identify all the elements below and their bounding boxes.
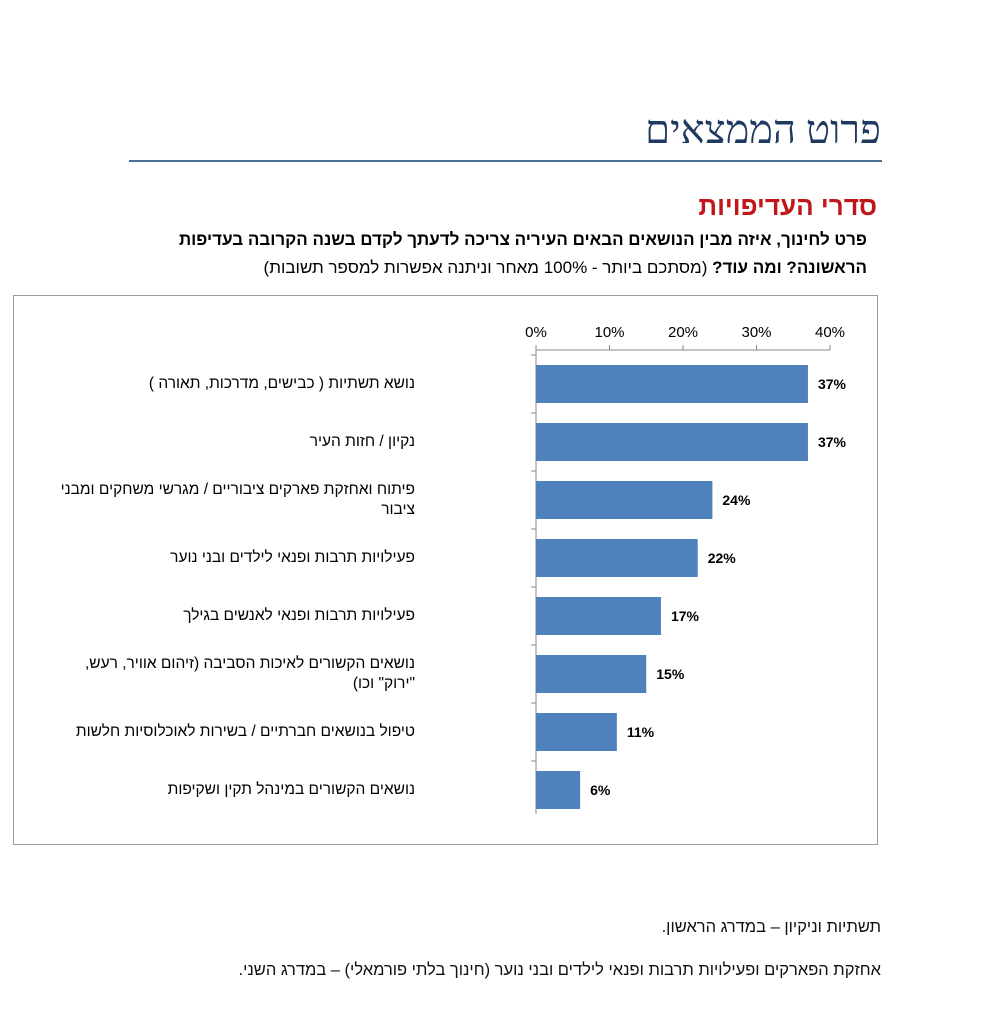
- section-heading: סדרי העדיפויות: [698, 191, 877, 221]
- x-tick-label: 10%: [594, 324, 624, 341]
- category-label: נושאים הקשורים לאיכות הסביבה (זיהום אווי…: [84, 655, 415, 692]
- bar: [536, 597, 661, 635]
- data-label: 15%: [656, 666, 685, 682]
- question-text-line2: הראשונה? ומה עוד? (מסתכם ביותר - 100% מא…: [264, 258, 867, 278]
- x-tick-label: 20%: [668, 324, 698, 341]
- data-label: 17%: [671, 608, 700, 624]
- category-label: נושא תשתיות ( כבישים, מדרכות, תאורה ): [148, 375, 415, 392]
- data-label: 37%: [818, 376, 847, 392]
- question-emphasis: הראשונה? ומה עוד?: [712, 258, 867, 277]
- bar: [536, 655, 647, 693]
- bar: [536, 539, 698, 577]
- x-tick-label: 30%: [741, 324, 771, 341]
- category-label: פיתוח ואחזקת פארקים ציבוריים / מגרשי משח…: [60, 481, 415, 518]
- bar: [536, 365, 808, 403]
- bar: [536, 481, 713, 519]
- bar-chart: 0% 10% 20% 30% 40% 37% 37% 24% 22% 17% 15% 11% 6%: [525, 324, 847, 814]
- data-label: 6%: [590, 782, 611, 798]
- bar: [536, 713, 617, 751]
- data-label: 24%: [722, 492, 751, 508]
- category-label: פעילויות תרבות ופנאי לילדים ובני נוער: [170, 549, 415, 566]
- category-label: פעילויות תרבות ופנאי לאנשים בגילך: [183, 607, 415, 624]
- x-tick-label: 40%: [815, 324, 845, 341]
- question-text-line1: פרט לחינוך, איזה מבין הנושאים הבאים העיר…: [178, 230, 867, 249]
- category-label: נושאים הקשורים במינהל תקין ושקיפות: [167, 781, 415, 798]
- data-label: 11%: [627, 724, 655, 740]
- summary-note-2: אחזקת הפארקים ופעילויות תרבות ופנאי לילד…: [238, 961, 882, 979]
- x-tick-label: 0%: [525, 324, 547, 341]
- data-label: 22%: [708, 550, 737, 566]
- bar: [536, 771, 581, 809]
- page-title: פרוט הממצאים: [645, 107, 881, 152]
- category-label: טיפול בנושאים חברתיים / בשירות לאוכלוסיו…: [75, 723, 415, 740]
- summary-note-1: תשתיות וניקיון – במדרג הראשון.: [661, 918, 881, 936]
- bar: [536, 423, 808, 461]
- chart-frame: 0% 10% 20% 30% 40% 37% 37% 24% 22% 17% 15% 11% 6% נו…: [13, 295, 878, 845]
- title-divider: [129, 160, 882, 162]
- question-note: (מסתכם ביותר - 100% מאחר וניתנה אפשרות ל…: [263, 258, 713, 277]
- category-label: נקיון / חזות העיר: [309, 433, 415, 450]
- data-label: 37%: [818, 434, 847, 450]
